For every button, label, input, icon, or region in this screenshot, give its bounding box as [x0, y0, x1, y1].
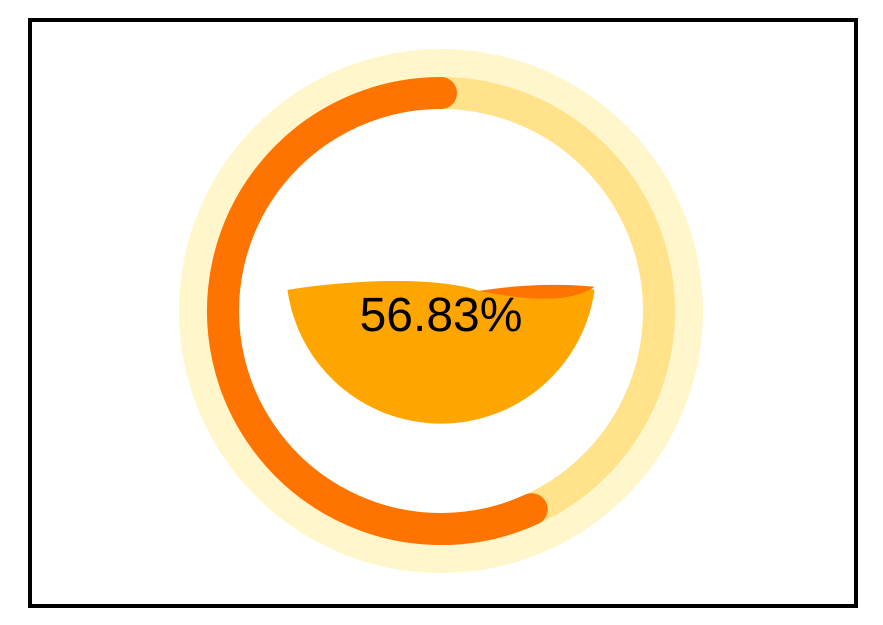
liquid-wave-crest — [479, 284, 595, 299]
gauge-group: 56.83% — [179, 49, 703, 573]
gauge-progress-arc — [207, 77, 548, 545]
liquid-fill — [287, 280, 595, 424]
percentage-label: 56.83% — [360, 289, 523, 342]
gauge-outer-ring — [179, 49, 703, 573]
